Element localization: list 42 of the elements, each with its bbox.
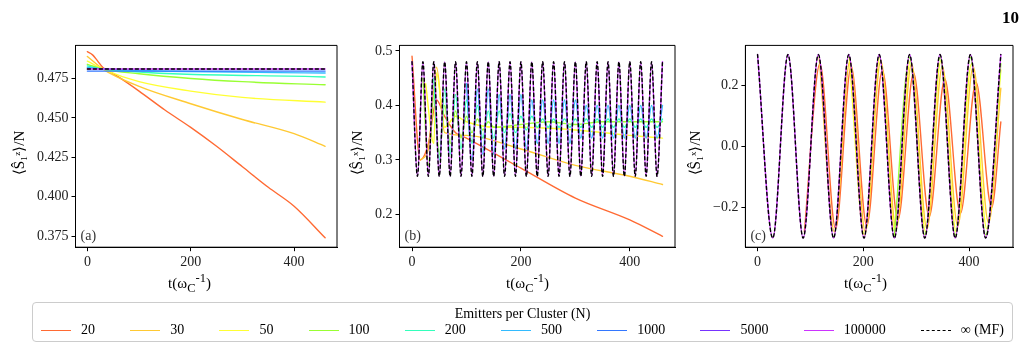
legend-label: 100000: [843, 322, 886, 338]
legend-label: 20: [81, 322, 95, 338]
x-axis-title: t(ω$_{C}$$^{-1}$): [167, 271, 212, 296]
y-axis-title: ⟨Ŝ₁ˣ⟩/N: [348, 130, 366, 176]
x-tick-label: 200: [180, 254, 202, 270]
legend-label: ∞ (MF): [960, 322, 1004, 338]
legend-label: 500: [541, 322, 563, 338]
legend-label: 200: [444, 322, 466, 338]
y-tick-label: 0.5: [375, 42, 393, 58]
x-tick-label: 400: [619, 254, 641, 270]
x-axis-title: t(ω$_{C}$$^{-1}$): [843, 271, 888, 296]
legend-label: 5000: [740, 322, 769, 338]
x-tick-label: 0: [408, 254, 416, 270]
x-tick-label: 400: [958, 254, 980, 270]
y-tick-label: 0.3: [375, 151, 393, 167]
y-tick-label: 0.375: [37, 227, 69, 243]
legend-label: 30: [170, 322, 185, 338]
x-tick-label: 200: [510, 254, 532, 270]
y-tick-label: 0.2: [720, 76, 739, 92]
y-tick-label: 0.0: [720, 137, 739, 153]
x-axis-title: t(ω$_{C}$$^{-1}$): [505, 271, 550, 296]
y-tick-label: 0.425: [37, 149, 69, 165]
legend-label: 100: [348, 322, 370, 338]
x-tick-label: 200: [852, 254, 874, 270]
y-tick-label: 0.2: [375, 206, 393, 222]
text: 10: [1002, 8, 1019, 28]
legend-title: Emitters per Cluster (N): [453, 306, 592, 322]
x-tick-label: 0: [83, 254, 91, 270]
annotation: (c): [750, 227, 767, 244]
y-tick-label: 0.450: [37, 109, 69, 125]
y-tick-label: 0.475: [37, 70, 69, 86]
y-axis-title: ⟨Ŝ₁ˣ⟩/N: [686, 130, 704, 176]
annotation: (a): [80, 227, 97, 244]
y-axis-title: ⟨Ŝ₁ᶻ⟩/N: [10, 130, 28, 176]
y-tick-label: 0.4: [375, 97, 393, 113]
legend-label: 1000: [637, 322, 666, 338]
legend-label: 50: [259, 322, 274, 338]
annotation: (b): [404, 227, 422, 244]
y-tick-label: −0.2: [712, 199, 739, 215]
x-tick-label: 400: [283, 254, 305, 270]
x-tick-label: 0: [754, 254, 762, 270]
y-tick-label: 0.400: [37, 188, 69, 204]
